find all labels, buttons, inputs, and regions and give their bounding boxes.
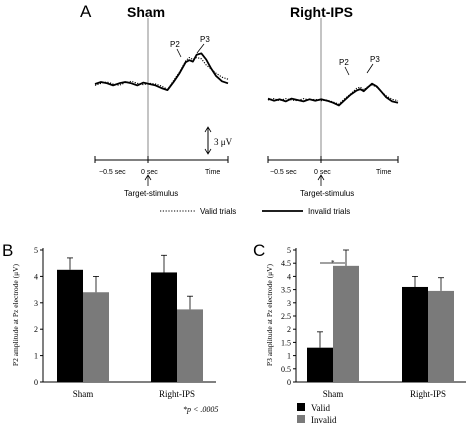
sham-erp-plot: Sham P2 P3 −0.5 sec 0 sec Time Target-st… — [94, 4, 229, 198]
b-bar-invalid-right-ips — [177, 309, 203, 382]
c-category-label: Right-IPS — [410, 389, 446, 399]
p2-amplitude-chart: P2 amplitude at Pz electrode (μV) 0 1 2 3 4 5… — [11, 246, 218, 414]
c-bar-invalid-sham — [333, 265, 359, 382]
ips-tick-right-label: Time — [376, 169, 391, 176]
sham-tick-zero-label: 0 sec — [141, 169, 158, 176]
sham-tick-left-label: −0.5 sec — [99, 169, 126, 176]
c-ytick-label: 3.5 — [281, 286, 291, 295]
ips-invalid-trace — [267, 82, 399, 107]
ips-stimulus-label: Target-stimulus — [300, 189, 354, 198]
panel-c-legend-invalid-label: Invalid — [311, 415, 337, 425]
panel-c-ylabel: P3 amplitude at Pz electrode (μV) — [265, 263, 274, 366]
ips-title: Right-IPS — [290, 4, 353, 20]
panel-c-sig-marker: * — [331, 259, 335, 267]
b-ytick-label: 3 — [34, 299, 38, 308]
sham-p3-label: P3 — [200, 35, 210, 44]
panel-c-letter: C — [253, 241, 265, 260]
c-bar-valid-right-ips — [402, 286, 428, 382]
c-bar-invalid-right-ips — [428, 290, 454, 382]
sham-tick-right-label: Time — [205, 169, 220, 176]
sham-p3-arrow — [196, 43, 205, 54]
ips-p3-arrow — [366, 63, 374, 74]
c-ytick-label: 2 — [287, 325, 291, 334]
sham-p2-label: P2 — [170, 40, 180, 49]
b-bar-invalid-sham — [83, 292, 109, 382]
b-ytick-label: 0 — [34, 378, 38, 387]
c-ytick-label: 1 — [287, 352, 291, 361]
panel-c-legend-valid-swatch — [297, 403, 305, 411]
sham-title: Sham — [127, 4, 165, 20]
scale-bar-label: 3 μV — [214, 137, 233, 147]
c-ytick-label: 1.5 — [281, 338, 291, 347]
b-ytick-label: 5 — [34, 246, 38, 255]
b-bar-valid-right-ips — [151, 272, 177, 382]
b-bar-valid-sham — [57, 269, 83, 382]
legend-invalid-label: Invalid trials — [308, 207, 350, 216]
p3-amplitude-chart: P3 amplitude at Pz electrode (μV) 0 0.5 1 1… — [265, 246, 466, 425]
b-ytick-label: 4 — [34, 272, 38, 281]
scale-bar: 3 μV — [204, 126, 233, 155]
c-category-label: Sham — [323, 389, 344, 399]
sham-stimulus-arrowhead — [144, 174, 152, 181]
c-ytick-label: 4.5 — [281, 259, 291, 268]
panel-c-legend-valid-label: Valid — [311, 403, 330, 413]
c-ytick-label: 0 — [287, 378, 291, 387]
panel-c-legend-invalid-swatch — [297, 415, 305, 423]
ips-tick-left-label: −0.5 sec — [270, 169, 297, 176]
ips-p2-label: P2 — [339, 58, 349, 67]
c-ytick-label: 0.5 — [281, 365, 291, 374]
panel-b-footnote: *p < .0005 — [183, 405, 218, 414]
sham-stimulus-label: Target-stimulus — [124, 189, 178, 198]
ips-p3-label: P3 — [370, 55, 380, 64]
c-ytick-label: 3 — [287, 299, 291, 308]
ips-erp-plot: Right-IPS P2 P3 −0.5 sec 0 sec Time Targ… — [267, 4, 399, 198]
ips-stimulus-arrowhead — [317, 174, 325, 181]
b-category-label: Sham — [73, 389, 94, 399]
panel-a-legend: Valid trials Invalid trials — [160, 207, 350, 216]
scale-bar-top-arrow — [204, 126, 212, 133]
panel-b-letter: B — [2, 241, 13, 260]
legend-valid-label: Valid trials — [200, 207, 236, 216]
c-ytick-label: 5 — [287, 246, 291, 255]
panel-a-letter: A — [80, 2, 92, 21]
c-ytick-label: 4 — [287, 272, 291, 281]
scale-bar-bottom-arrow — [204, 148, 212, 155]
b-ytick-label: 1 — [34, 352, 38, 361]
sham-p2-arrow — [176, 48, 182, 58]
b-category-label: Right-IPS — [159, 389, 195, 399]
panel-b-ylabel: P2 amplitude at Pz electrode (μV) — [11, 263, 20, 366]
sham-invalid-trace — [94, 52, 229, 91]
ips-tick-zero-label: 0 sec — [314, 169, 331, 176]
c-ytick-label: 2.5 — [281, 312, 291, 321]
b-ytick-label: 2 — [34, 325, 38, 334]
ips-p2-arrow — [344, 66, 350, 76]
c-bar-valid-sham — [307, 347, 333, 382]
